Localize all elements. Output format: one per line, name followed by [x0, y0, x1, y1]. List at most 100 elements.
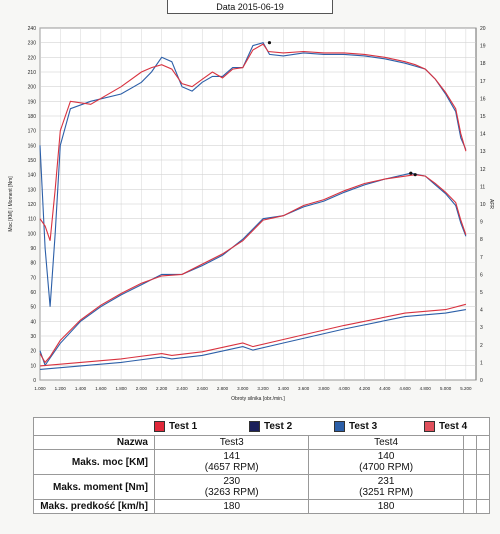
- x-tick-label: 2.800: [217, 386, 229, 391]
- x-tick-label: 3.200: [257, 386, 269, 391]
- x-tick-label: 4.000: [339, 386, 351, 391]
- y-right-tick-label: 7: [480, 255, 483, 261]
- name-empty-1: [462, 435, 477, 450]
- y-tick-label: 150: [28, 158, 37, 164]
- x-tick-label: 4.600: [399, 386, 411, 391]
- legend-item-test1: Test 1: [154, 421, 197, 432]
- y-right-tick-label: 15: [480, 114, 486, 120]
- y-tick-label: 0: [33, 378, 36, 384]
- y-tick-label: 170: [28, 129, 37, 135]
- x-tick-label: 3.000: [237, 386, 249, 391]
- y-tick-label: 80: [30, 261, 36, 267]
- y-tick-label: 130: [28, 187, 37, 193]
- row-label-power: Maks. moc [KM]: [33, 449, 155, 475]
- date-header: Data 2015-06-19: [167, 0, 333, 14]
- peak-marker-torque: [267, 41, 272, 45]
- speed-empty-2: [475, 499, 491, 514]
- x-tick-label: 3.400: [278, 386, 290, 391]
- x-tick-label: 5.000: [440, 386, 452, 391]
- y-tick-label: 210: [28, 70, 37, 76]
- summary-row-power: Maks. moc [KM] 141 (4657 RPM) 140 (4700 RP…: [33, 449, 491, 475]
- peak-marker-power-test3: [409, 171, 413, 175]
- dyno-chart: 2402302202102001901801701601501401301201…: [8, 26, 494, 402]
- power-test3: 141 (4657 RPM): [153, 449, 310, 475]
- y-tick-label: 110: [28, 217, 36, 223]
- power-empty-1: [462, 449, 477, 475]
- y-tick-label: 160: [28, 143, 37, 149]
- legend-item-test3: Test 3: [334, 421, 377, 432]
- x-tick-label: 2.200: [156, 386, 168, 391]
- x-tick-label: 1.200: [55, 386, 67, 391]
- y-right-tick-label: 18: [480, 61, 486, 67]
- series-line-torque-test4: [39, 43, 467, 241]
- series-line-power-test3: [39, 172, 467, 367]
- y-right-axis-label: AFR: [488, 199, 494, 209]
- series-line-afr-test3: [39, 309, 466, 370]
- y-tick-label: 20: [30, 349, 36, 355]
- y-tick-label: 140: [28, 173, 37, 179]
- y-right-tick-label: 8: [480, 237, 483, 243]
- y-tick-label: 230: [28, 41, 37, 47]
- legend-item-test2: Test 2: [249, 421, 292, 432]
- speed-empty-1: [462, 499, 477, 514]
- x-tick-label: 4.200: [359, 386, 371, 391]
- x-tick-label: 4.400: [379, 386, 391, 391]
- x-tick-label: 2.600: [197, 386, 209, 391]
- summary-row-speed: Maks. predkość [km/h] 180 180: [33, 499, 491, 514]
- y-tick-label: 200: [28, 85, 37, 91]
- x-tick-label: 3.800: [318, 386, 330, 391]
- y-tick-label: 100: [28, 231, 37, 237]
- name-empty-2: [475, 435, 491, 450]
- x-tick-label: 1.000: [34, 386, 46, 391]
- torque-empty-1: [462, 474, 477, 500]
- row-label-name: Nazwa: [33, 435, 155, 450]
- y-right-tick-label: 12: [480, 167, 486, 173]
- x-tick-label: 1.800: [115, 386, 127, 391]
- x-tick-label: 2.400: [176, 386, 188, 391]
- y-right-tick-label: 11: [480, 184, 485, 190]
- y-tick-label: 240: [28, 26, 37, 32]
- y-right-tick-label: 16: [480, 96, 486, 102]
- y-right-tick-label: 9: [480, 220, 483, 226]
- y-tick-label: 70: [30, 275, 36, 281]
- y-right-tick-label: 10: [480, 202, 486, 208]
- x-tick-label: 5.200: [460, 386, 472, 391]
- torque-test4: 231 (3251 RPM): [308, 474, 464, 500]
- power-empty-2: [475, 449, 491, 475]
- y-tick-label: 180: [28, 114, 37, 120]
- legend: Test 1 Test 2 Test 3 Test 4: [33, 417, 490, 435]
- x-tick-label: 1.600: [95, 386, 107, 391]
- y-tick-label: 190: [28, 99, 37, 105]
- date-text: Data 2015-06-19: [216, 2, 284, 12]
- series-line-power-test4: [39, 174, 467, 364]
- row-label-torque: Maks. moment [Nm]: [33, 474, 155, 500]
- x-axis-label: Obroty silnika [obr./min.]: [231, 396, 285, 402]
- name-test4: Test4: [308, 435, 464, 450]
- y-tick-label: 50: [30, 305, 36, 311]
- y-right-tick-label: 1: [480, 360, 483, 366]
- y-tick-label: 10: [30, 363, 36, 369]
- y-tick-label: 30: [30, 334, 36, 340]
- series-line-afr-test4: [39, 303, 467, 367]
- y-right-tick-label: 6: [480, 272, 483, 278]
- legend-swatch-test2: [249, 421, 260, 432]
- y-right-tick-label: 17: [480, 79, 486, 85]
- peak-marker-power-test4: [413, 173, 417, 177]
- x-tick-label: 2.000: [136, 386, 148, 391]
- summary-table: Nazwa Test3 Test4 Maks. moc [KM] 141 (465…: [33, 435, 491, 514]
- y-right-tick-label: 2: [480, 343, 483, 349]
- power-test4: 140 (4700 RPM): [308, 449, 464, 475]
- y-right-tick-label: 5: [480, 290, 483, 296]
- y-right-tick-label: 4: [480, 308, 483, 314]
- y-right-tick-label: 20: [480, 26, 486, 32]
- legend-swatch-test4: [424, 421, 435, 432]
- series-line-torque-test3: [39, 42, 467, 307]
- y-tick-label: 90: [30, 246, 36, 252]
- speed-test4: 180: [308, 499, 464, 514]
- x-tick-label: 3.600: [298, 386, 310, 391]
- y-axis-label: Moc [KM] / Moment [Nm]: [8, 176, 14, 232]
- y-right-tick-label: 19: [480, 44, 486, 50]
- legend-swatch-test3: [334, 421, 345, 432]
- y-tick-label: 120: [28, 202, 37, 208]
- name-test3: Test3: [153, 435, 310, 450]
